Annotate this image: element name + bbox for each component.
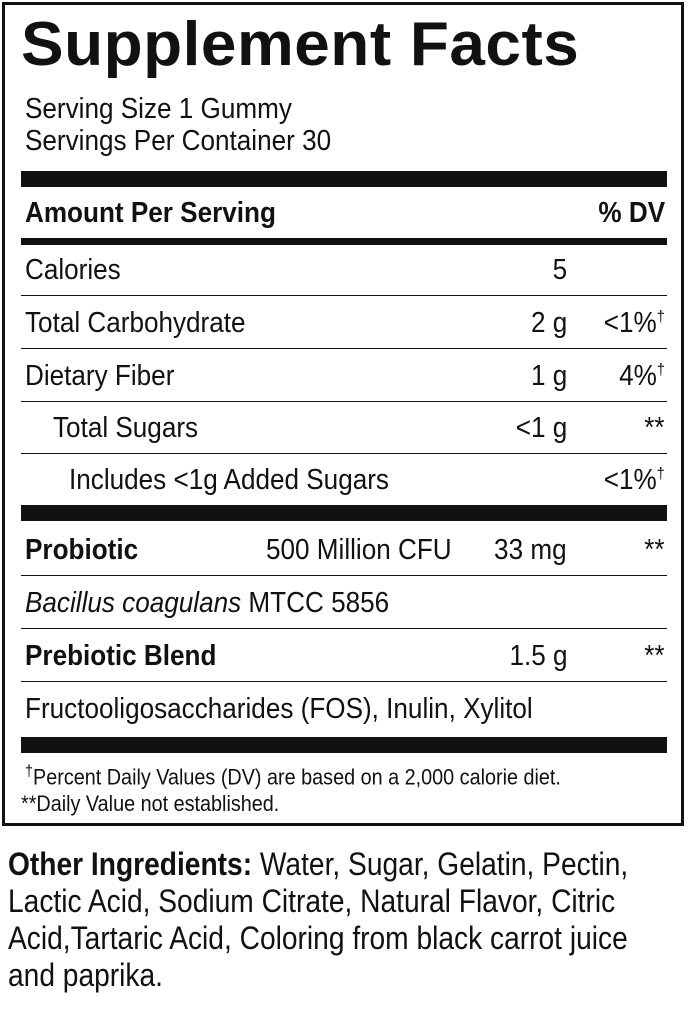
- row-sugars-amount: <1 g: [515, 412, 567, 444]
- footnote-dagger: †Percent Daily Values (DV) are based on …: [25, 763, 561, 790]
- row-added-sugars-dv: <1%†: [604, 464, 665, 496]
- other-ingredients: Other Ingredients: Water, Sugar, Gelatin…: [8, 846, 629, 993]
- row-carb-name: Total Carbohydrate: [25, 307, 246, 339]
- probiotic-amount: 33 mg: [494, 534, 567, 566]
- probiotic-name: Probiotic: [25, 534, 139, 566]
- divider: [21, 401, 667, 402]
- footnote-double-star: **Daily Value not established.: [21, 791, 280, 816]
- row-sugars-name: Total Sugars: [53, 412, 199, 444]
- panel-title: Supplement Facts: [21, 10, 580, 79]
- servings-per-container: Servings Per Container 30: [25, 125, 332, 157]
- row-fiber-name: Dietary Fiber: [25, 360, 175, 392]
- probiotic-dv: **: [644, 534, 665, 566]
- serving-size: Serving Size 1 Gummy: [25, 93, 292, 125]
- thick-divider: [21, 737, 667, 753]
- divider: [21, 453, 667, 454]
- dv-header: % DV: [598, 197, 665, 229]
- row-calories-name: Calories: [25, 254, 121, 286]
- probiotic-strain: Bacillus coagulans MTCC 5856: [25, 587, 390, 619]
- prebiotic-components: Fructooligosaccharides (FOS), Inulin, Xy…: [25, 693, 533, 725]
- probiotic-cfu: 500 Million CFU: [266, 534, 452, 566]
- divider: [21, 681, 667, 682]
- thick-divider: [21, 171, 667, 187]
- prebiotic-amount: 1.5 g: [508, 640, 567, 672]
- medium-divider: [21, 238, 667, 245]
- row-fiber-dv: 4%†: [619, 360, 665, 392]
- divider: [21, 575, 667, 576]
- row-sugars-dv: **: [644, 412, 665, 444]
- thick-divider: [21, 505, 667, 521]
- row-carb-amount: 2 g: [530, 307, 567, 339]
- amount-per-serving-header: Amount Per Serving: [25, 197, 276, 229]
- divider: [21, 348, 667, 349]
- prebiotic-name: Prebiotic Blend: [25, 640, 217, 672]
- row-calories-amount: 5: [552, 254, 567, 286]
- divider: [21, 295, 667, 296]
- row-carb-dv: <1%†: [604, 307, 665, 339]
- supplement-facts-panel: Supplement Facts Serving Size 1 Gummy Se…: [2, 2, 684, 826]
- row-fiber-amount: 1 g: [530, 360, 567, 392]
- row-added-sugars-name: Includes <1g Added Sugars: [69, 464, 389, 496]
- prebiotic-dv: **: [644, 640, 665, 672]
- divider: [21, 628, 667, 629]
